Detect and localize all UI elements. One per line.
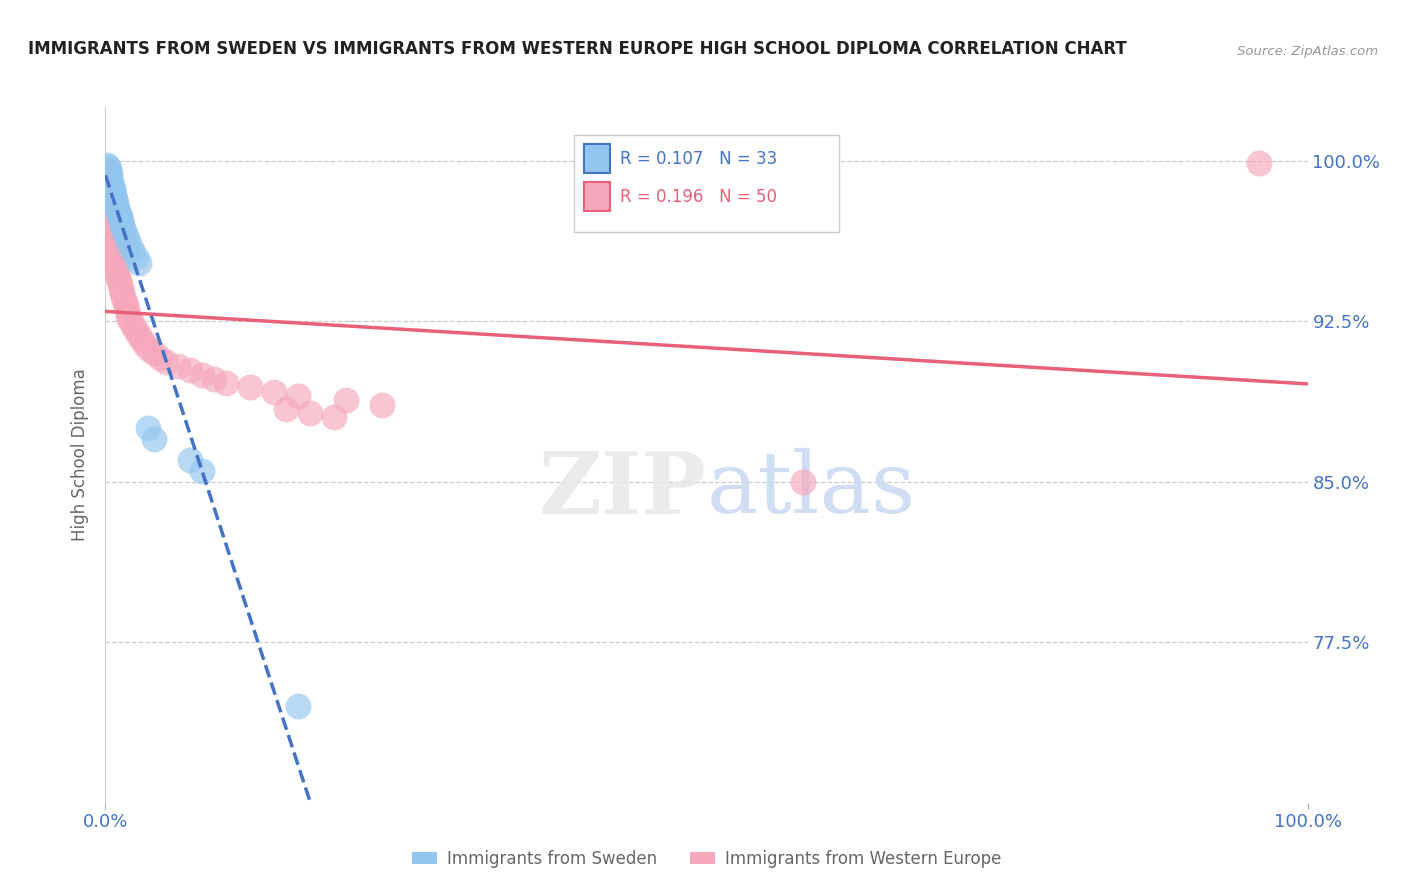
Point	[128, 329, 150, 343]
Text: atlas: atlas	[707, 448, 915, 532]
Point	[108, 277, 131, 292]
Point	[125, 325, 148, 339]
Point	[100, 175, 122, 189]
Point	[97, 160, 120, 174]
Point	[792, 475, 814, 489]
Point	[1249, 155, 1271, 169]
Point	[98, 162, 121, 177]
Point	[263, 384, 285, 399]
Point	[97, 213, 120, 227]
Point	[104, 256, 127, 270]
Point	[166, 359, 188, 373]
Point	[287, 389, 309, 403]
Point	[136, 421, 159, 435]
Point	[131, 334, 153, 348]
Point	[142, 346, 165, 360]
Point	[114, 294, 136, 309]
Point	[128, 256, 150, 270]
Point	[115, 299, 138, 313]
Point	[111, 218, 134, 232]
Point	[96, 207, 118, 221]
Text: R = 0.107   N = 33: R = 0.107 N = 33	[620, 150, 778, 168]
Point	[104, 192, 127, 206]
Point	[335, 393, 357, 408]
Point	[179, 453, 201, 467]
Point	[114, 227, 136, 241]
Point	[111, 286, 134, 301]
Point	[107, 202, 129, 217]
Point	[134, 337, 156, 351]
Text: ZIP: ZIP	[538, 448, 707, 532]
Bar	[583, 144, 610, 173]
Point	[105, 260, 128, 275]
Point	[148, 351, 170, 365]
Point	[107, 265, 129, 279]
Point	[117, 308, 139, 322]
Point	[239, 380, 262, 394]
Point	[202, 372, 225, 386]
Point	[98, 222, 121, 236]
Point	[121, 316, 143, 330]
Point	[98, 170, 121, 185]
Point	[115, 303, 138, 318]
Point	[214, 376, 236, 391]
Point	[190, 368, 212, 382]
Text: Source: ZipAtlas.com: Source: ZipAtlas.com	[1237, 45, 1378, 58]
Point	[98, 218, 121, 232]
Point	[110, 213, 132, 227]
Point	[112, 222, 135, 236]
Point	[104, 252, 127, 266]
Point	[190, 464, 212, 478]
Point	[118, 237, 141, 252]
Point	[138, 342, 160, 356]
Point	[107, 201, 129, 215]
Point	[101, 184, 124, 198]
Y-axis label: High School Diploma: High School Diploma	[72, 368, 90, 541]
Text: R = 0.196   N = 50: R = 0.196 N = 50	[620, 188, 778, 206]
Point	[98, 227, 121, 241]
Point	[103, 187, 125, 202]
Bar	[574, 135, 839, 232]
Point	[101, 239, 124, 253]
Point	[100, 235, 122, 249]
Point	[98, 169, 121, 183]
Point	[101, 244, 124, 258]
Point	[322, 410, 344, 425]
Point	[155, 355, 177, 369]
Point	[371, 398, 394, 412]
Legend: Immigrants from Sweden, Immigrants from Western Europe: Immigrants from Sweden, Immigrants from …	[405, 843, 1008, 874]
Point	[112, 291, 135, 305]
Point	[100, 179, 122, 194]
Point	[103, 190, 125, 204]
Point	[115, 230, 138, 244]
Point	[121, 244, 143, 258]
Point	[107, 273, 129, 287]
Point	[287, 699, 309, 714]
Point	[107, 269, 129, 284]
Point	[101, 181, 124, 195]
Point	[142, 432, 165, 446]
Point	[100, 230, 122, 244]
Point	[298, 406, 321, 420]
Point	[274, 401, 297, 416]
Bar	[583, 182, 610, 211]
Point	[96, 158, 118, 172]
Point	[105, 196, 128, 211]
Point	[97, 164, 120, 178]
Point	[124, 250, 146, 264]
Point	[98, 166, 121, 180]
Point	[107, 207, 129, 221]
Point	[110, 282, 132, 296]
Text: IMMIGRANTS FROM SWEDEN VS IMMIGRANTS FROM WESTERN EUROPE HIGH SCHOOL DIPLOMA COR: IMMIGRANTS FROM SWEDEN VS IMMIGRANTS FRO…	[28, 40, 1126, 58]
Point	[118, 312, 141, 326]
Point	[103, 248, 125, 262]
Point	[108, 209, 131, 223]
Point	[179, 363, 201, 377]
Point	[124, 320, 146, 334]
